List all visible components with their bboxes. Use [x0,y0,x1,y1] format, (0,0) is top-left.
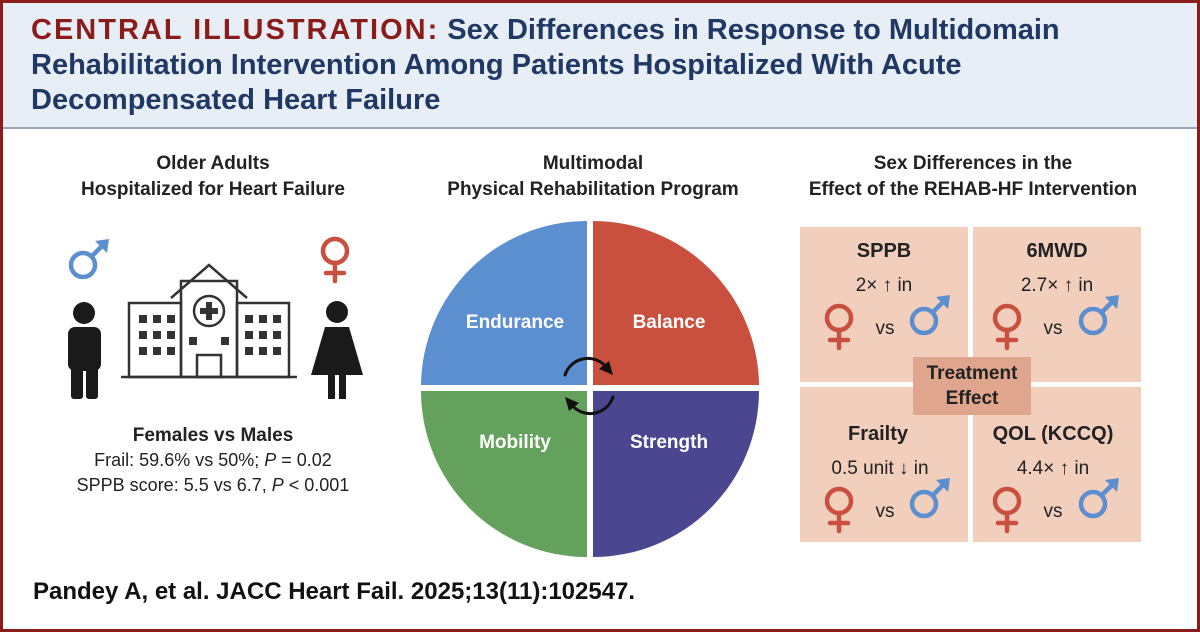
frailty-title: Frailty [848,423,909,445]
balance-label: Balance [633,312,706,333]
strength-label: Strength [630,432,708,453]
sex-comparison-stats: Females vs Males Frail: 59.6% vs 50%; P … [33,423,393,498]
female-person-icon [311,301,363,399]
mobility-quadrant [421,391,587,557]
right-heading-line2: Effect of the REHAB-HF Intervention [808,179,1138,200]
left-column-heading: Older Adults Hospitalized for Heart Fail… [43,151,383,203]
6mwd-effect: 2.7× ↑ in [1021,275,1093,296]
rehab-program-circle [421,221,759,557]
6mwd-title: 6MWD [1026,240,1087,262]
stats-heading: Females vs Males [132,425,294,446]
hospital-icon [121,263,297,379]
frailty-effect: 0.5 unit ↓ in [831,458,928,479]
cycle-arrowheads [565,361,613,411]
sppb-effect: 2× ↑ in [856,275,913,296]
sppb-p-symbol: P [271,475,284,495]
middle-heading-line1: Multimodal [542,153,644,174]
hospital-cross-icon [200,302,218,320]
middle-column-heading: Multimodal Physical Rehabilitation Progr… [423,151,763,203]
mobility-label: Mobility [479,432,551,453]
sppb-title: SPPB [857,240,911,262]
qol-title: QOL (KCCQ) [993,423,1114,445]
treatment-effect-box [913,357,1031,415]
male-symbol-icon [71,239,109,277]
cycle-arrows-icon [563,357,615,415]
treatment-effect-grid [800,227,1141,542]
title-text: Sex Differences in Response to Multidoma… [31,14,1060,116]
middle-heading-line2: Physical Rehabilitation Program [447,179,739,200]
6mwd-vs: vs [1044,318,1063,339]
endurance-quadrant [421,221,587,385]
left-heading-line1: Older Adults [156,153,270,174]
treatment-effect-line1: Treatment [927,363,1018,384]
title-label: CENTRAL ILLUSTRATION: [31,14,440,46]
frail-prefix: Frail: 59.6% vs 50%; [94,450,265,470]
hospital-windows [139,315,281,355]
male-person-icon [68,302,101,399]
frail-p-value: = 0.02 [276,450,332,470]
left-heading-line2: Hospitalized for Heart Failure [81,179,345,200]
header-banner: CENTRAL ILLUSTRATION: Sex Differences in… [3,3,1197,129]
illustration-graphics: Endurance Balance Mobility Strength Trea… [68,221,1141,557]
citation: Pandey A, et al. JACC Heart Fail. 2025;1… [33,578,636,605]
treatment-effect-line2: Effect [946,388,999,409]
qol-effect: 4.4× ↑ in [1017,458,1089,479]
right-column-heading: Sex Differences in the Effect of the REH… [793,151,1153,203]
qol-vs: vs [1044,501,1063,522]
right-heading-line1: Sex Differences in the [873,153,1073,174]
sppb-stat: SPPB score: 5.5 vs 6.7, P < 0.001 [33,473,393,498]
frail-p-symbol: P [264,450,277,470]
strength-quadrant [593,391,759,557]
central-illustration-title: CENTRAL ILLUSTRATION: Sex Differences in… [31,13,1171,118]
sppb-vs: vs [876,318,895,339]
sppb-prefix: SPPB score: 5.5 vs 6.7, [76,475,272,495]
frailty-vs: vs [876,501,895,522]
female-symbol-icon [323,239,347,281]
frail-stat: Frail: 59.6% vs 50%; P = 0.02 [33,448,393,473]
endurance-label: Endurance [466,312,564,333]
sppb-p-value: < 0.001 [283,475,350,495]
balance-quadrant [593,221,759,385]
